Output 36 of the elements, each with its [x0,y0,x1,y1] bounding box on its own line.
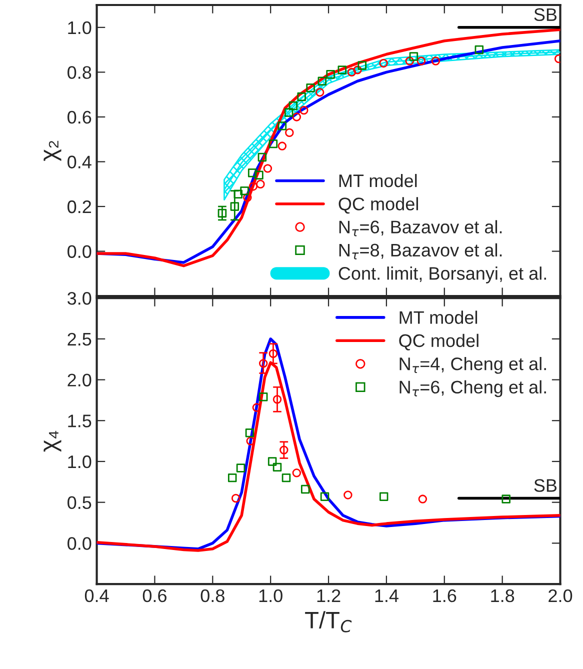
x-tick-label: 1.8 [491,589,514,602]
legend-label: MT model [400,310,478,324]
y-tick-label: 0.4 [68,156,92,168]
legend-label: N$_{τ}$=8, Bazavov et al. [339,243,502,260]
annotation: SB [534,479,557,492]
y-tick-label: 2.0 [68,374,92,386]
y-tick-label: 0.5 [68,496,92,510]
x-tick-label: 1.4 [375,590,398,602]
x-axis-title: T/T$_{C}$ [305,611,352,632]
y-tick-label: 0.0 [68,245,92,258]
legend-label: MT model [339,174,417,188]
y-axis-title: χ₂ [44,140,62,162]
legend-label: Cont. limit, Borsanyi, et al. [338,266,546,284]
y-tick-label: 2.5 [68,332,92,346]
legend-label: QC model [338,197,418,214]
y-tick-label: 1.0 [68,455,92,468]
x-tick-label: 0.6 [142,589,166,602]
y-tick-label: 0.2 [68,200,92,214]
x-tick-label: 0.8 [200,589,224,602]
legend-label: N$_{τ}$=6, Cheng et al. [400,380,546,398]
x-tick-label: 1.6 [433,589,456,602]
y-axis-title: χ₄ [44,430,62,452]
legend-label: QC model [399,334,478,350]
x-tick-label: 0.4 [84,589,109,602]
y-tick-label: 1.5 [68,414,92,428]
y-tick-label: 0.6 [68,110,92,124]
x-tick-label: 1.2 [317,589,340,602]
legend-label: N$_{τ}$=6, Bazavov et al. [339,220,502,236]
x-tick-label: 2.0 [548,589,572,602]
y-tick-label: 3.0 [68,292,92,305]
x-tick-label: 1.0 [259,589,282,602]
legend-label: N$_{τ}$=4, Cheng et al. [400,356,546,374]
y-tick-label: 0.8 [68,66,92,79]
y-tick-label: 0.0 [68,537,92,550]
y-tick-label: 1.0 [68,21,92,34]
annotation: SB [534,8,557,22]
